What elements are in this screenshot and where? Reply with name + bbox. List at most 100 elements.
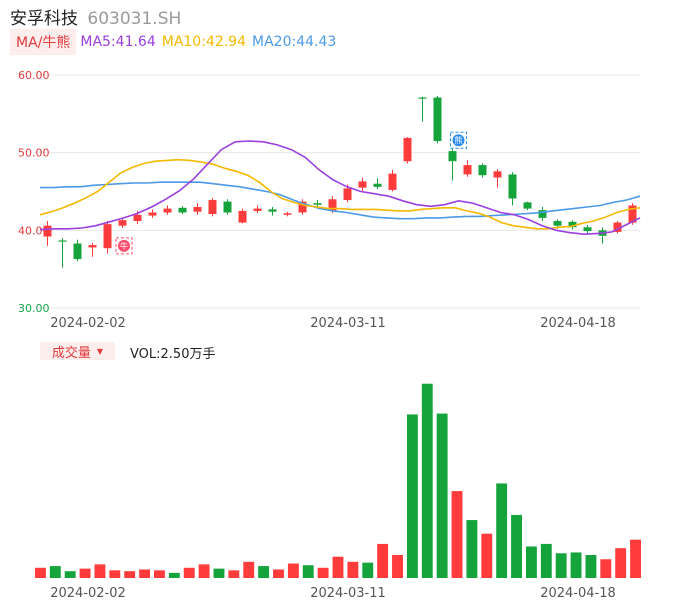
y-tick-label: 40.00 <box>18 224 50 237</box>
volume-value: VOL:2.50万手 <box>130 347 216 362</box>
candle-body <box>478 165 487 176</box>
x-tick-label: 2024-04-18 <box>540 586 616 601</box>
volume-bar <box>466 520 478 578</box>
candle-body <box>88 245 97 248</box>
volume-bar <box>347 561 359 578</box>
volume-bar <box>287 563 299 578</box>
candle-body <box>463 165 472 175</box>
candle-body <box>553 221 562 226</box>
candle-body <box>133 214 142 222</box>
volume-bar <box>124 571 136 578</box>
volume-bar <box>585 554 597 578</box>
volume-bar <box>600 559 612 578</box>
volume-bar <box>94 564 106 578</box>
volume-bar <box>511 514 522 578</box>
x-tick-label: 2024-03-11 <box>310 316 386 331</box>
ma20-value: MA20:44.43 <box>252 34 337 50</box>
x-tick-label: 2024-02-02 <box>50 316 126 331</box>
candle-body <box>148 212 157 216</box>
candle-body <box>193 207 202 212</box>
candle-body <box>568 221 577 228</box>
volume-bar <box>198 564 210 578</box>
ma5-line <box>39 140 641 236</box>
ma5-value: MA5:41.64 <box>80 34 156 50</box>
volume-bar <box>154 570 165 578</box>
candle-body <box>43 225 52 237</box>
volume-bar <box>481 533 493 578</box>
volume-bar <box>496 483 508 578</box>
candle-body <box>628 205 637 223</box>
volume-bar <box>392 554 403 578</box>
volume-bar <box>168 572 180 578</box>
bull-marker-icon <box>118 239 130 252</box>
volume-bar <box>332 556 344 578</box>
x-tick-label: 2024-04-18 <box>540 316 616 331</box>
volume-bar <box>228 570 240 578</box>
volume-bar <box>183 567 195 578</box>
bear-marker-label: 熊 <box>455 135 463 145</box>
volume-bar <box>377 543 389 578</box>
volume-bar <box>213 568 225 578</box>
volume-bar <box>570 552 582 578</box>
volume-bar <box>555 553 567 578</box>
volume-bar <box>406 414 418 578</box>
volume-bar <box>273 569 284 578</box>
candle-body <box>118 220 127 226</box>
stock-title: 安孚科技 603031.SH <box>10 4 181 29</box>
volume-indicator-selector[interactable]: 成交量 ▼ <box>40 342 115 361</box>
volume-bar <box>525 546 537 578</box>
stock-name: 安孚科技 <box>10 9 78 29</box>
candle-body <box>433 97 442 142</box>
ma-indicator-selector[interactable]: MA/牛熊 <box>10 29 77 55</box>
bear-marker-icon <box>452 134 465 147</box>
candle-body <box>313 203 322 205</box>
volume-label: 成交量 <box>51 345 91 361</box>
candle-body <box>73 243 82 260</box>
volume-bar <box>421 383 433 578</box>
bull-marker-label: 牛 <box>120 241 128 251</box>
candle-body <box>448 151 457 162</box>
bear-marker-frame <box>450 131 467 149</box>
volume-bar <box>35 567 46 578</box>
candle-body <box>583 227 592 232</box>
candle-body <box>103 224 112 249</box>
candle-body <box>223 201 232 213</box>
volume-bar <box>109 570 121 578</box>
ma10-value: MA10:42.94 <box>161 34 247 50</box>
volume-bar <box>139 569 151 578</box>
volume-bar <box>630 539 641 578</box>
ma20-line <box>40 181 641 220</box>
volume-bar <box>451 491 463 578</box>
volume-bar <box>362 562 374 578</box>
x-tick-label: 2024-02-02 <box>50 586 126 601</box>
ma-legend: MA/牛熊 MA5:41.64 MA10:42.94 MA20:44.43 <box>10 29 342 55</box>
candle-body <box>328 199 337 211</box>
candle-body <box>373 183 382 187</box>
volume-bar <box>436 413 448 578</box>
stock-code: 603031.SH <box>87 9 182 29</box>
candle-body <box>613 222 622 232</box>
candle-body <box>388 173 397 190</box>
candle-body <box>163 208 172 213</box>
candle-body <box>538 210 547 218</box>
volume-bar <box>49 566 61 578</box>
y-tick-label: 30.00 <box>18 302 50 315</box>
candle-body <box>238 210 247 223</box>
caret-down-icon: ▼ <box>96 346 104 356</box>
x-tick-label: 2024-03-11 <box>310 586 386 601</box>
candle-body <box>403 137 412 162</box>
y-tick-label: 50.00 <box>18 147 50 160</box>
candle-body <box>298 201 307 213</box>
volume-bar <box>79 568 91 578</box>
candle-body <box>253 208 262 211</box>
candle-body <box>343 188 352 201</box>
volume-bar <box>540 543 552 578</box>
volume-bar <box>64 571 76 578</box>
volume-bar <box>317 567 329 578</box>
candle-body <box>418 97 427 99</box>
volume-bar <box>302 565 314 578</box>
candle-body <box>268 209 277 212</box>
volume-bar <box>243 561 255 578</box>
volume-bar <box>258 566 270 578</box>
